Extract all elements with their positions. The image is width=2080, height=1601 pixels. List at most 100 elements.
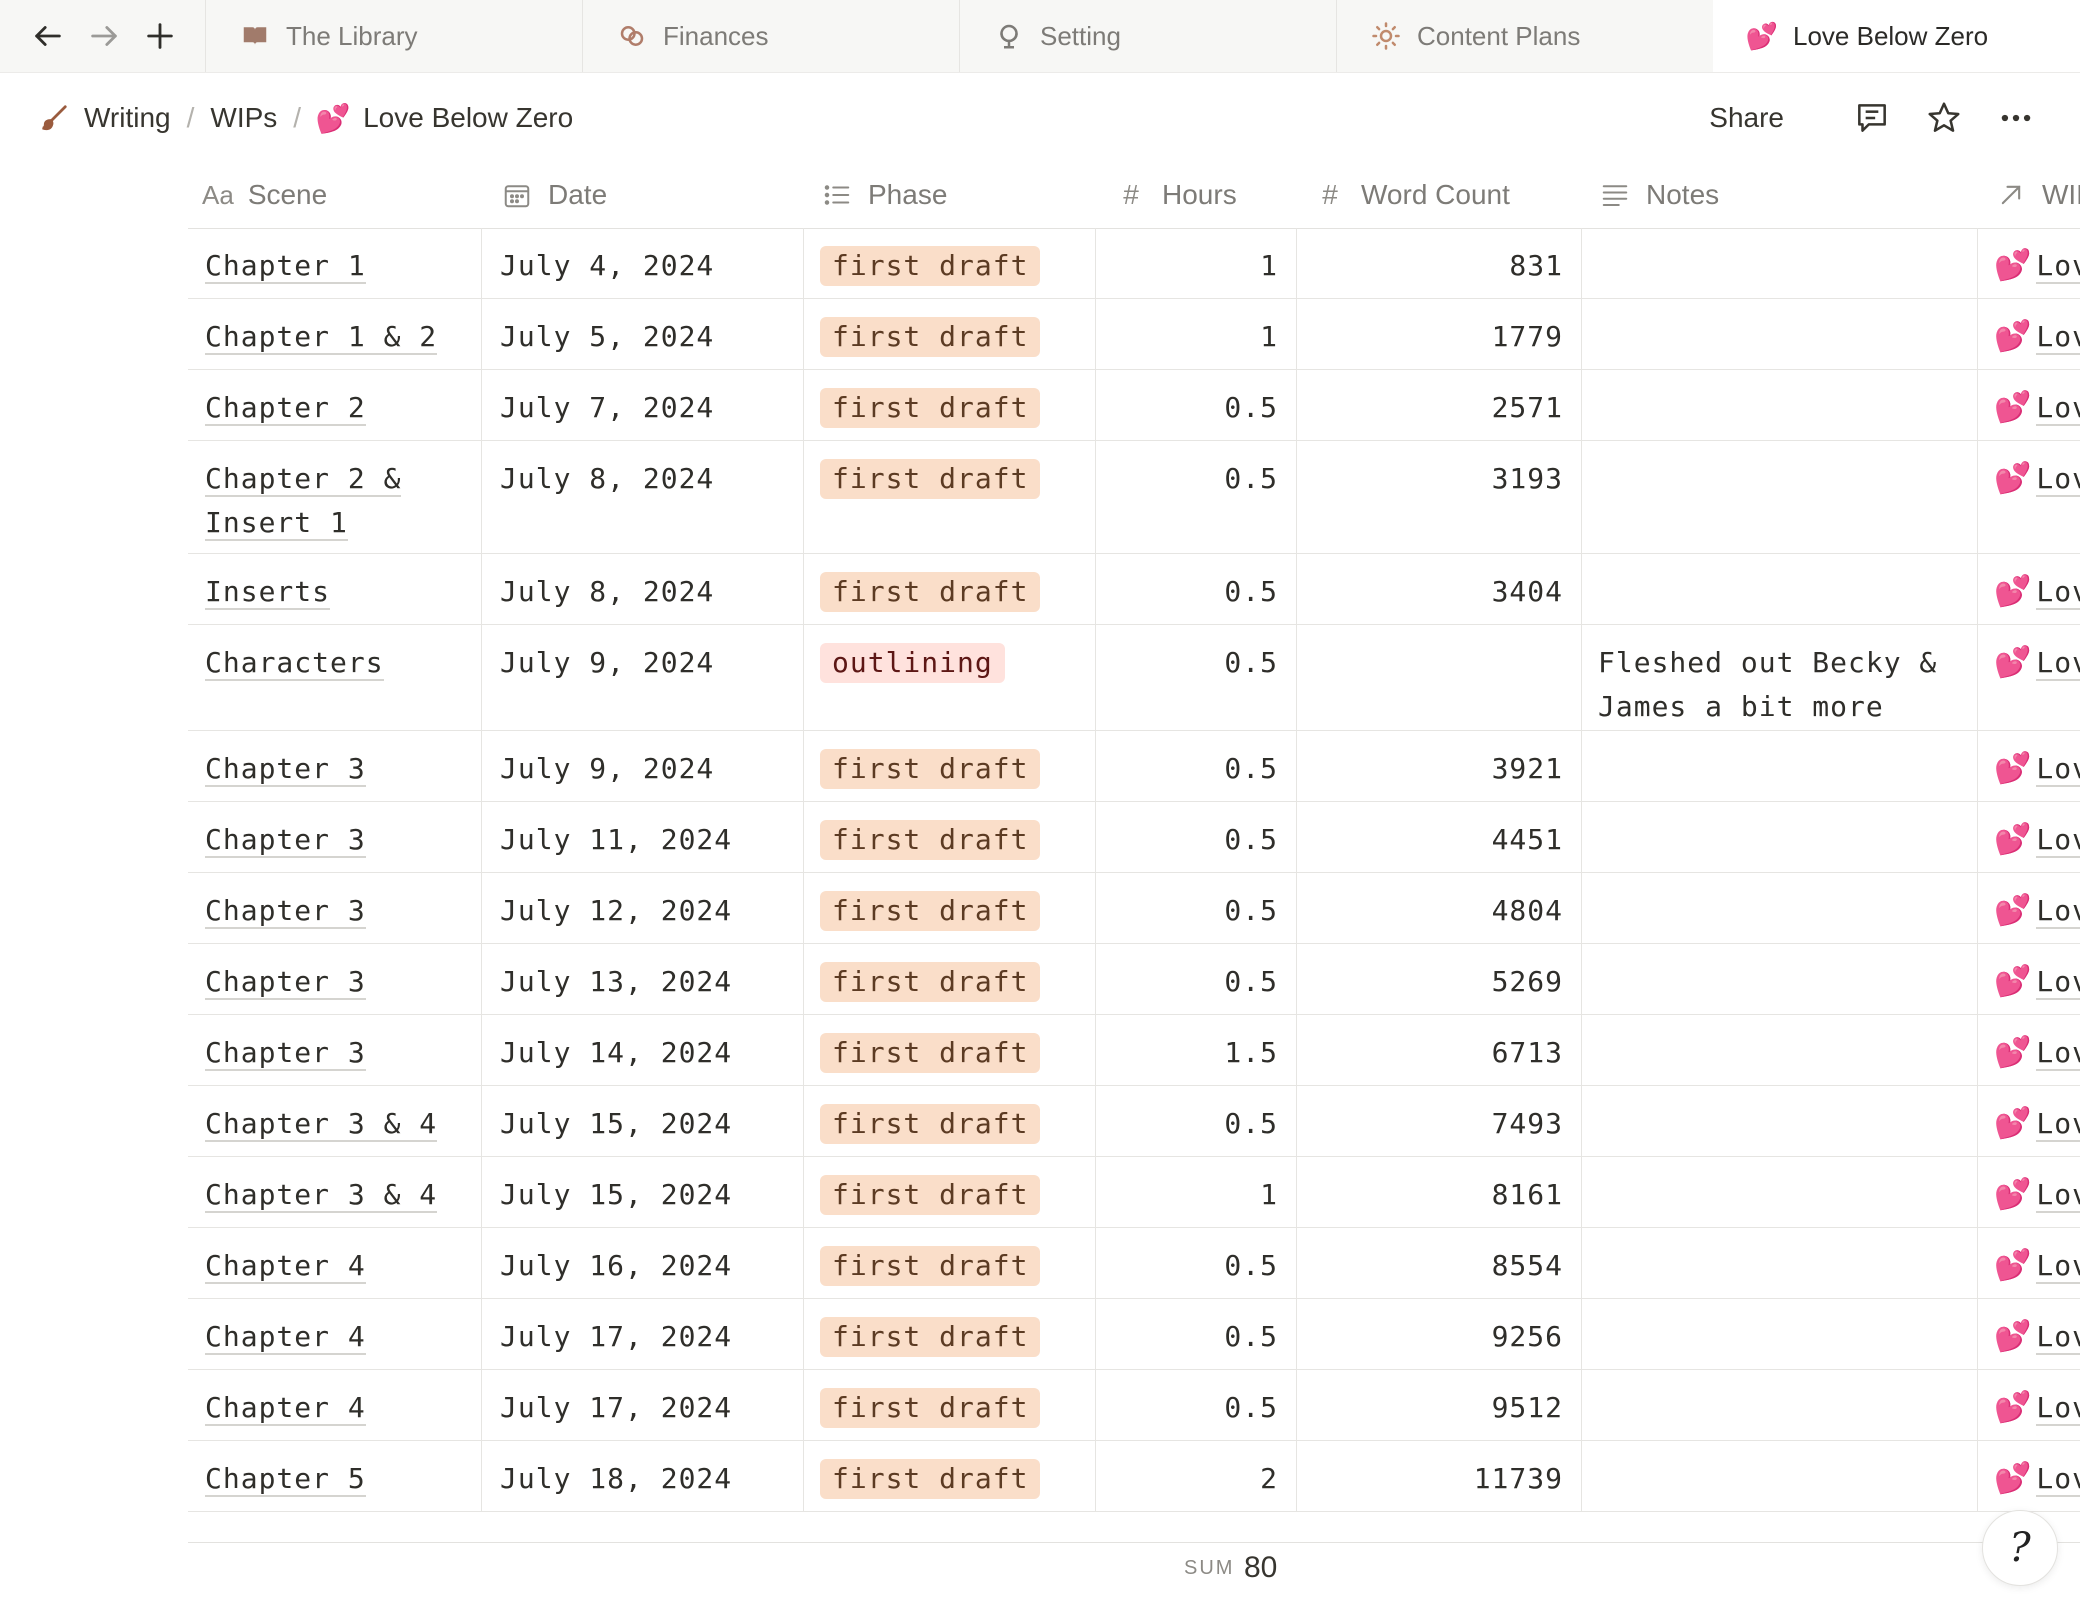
- table-row[interactable]: Chapter 3 July 9, 2024 first draft 0.5 3921 💕…: [188, 731, 2080, 802]
- wip-link[interactable]: Love Below Zero: [2036, 646, 2080, 681]
- notes-cell[interactable]: [1582, 873, 1978, 943]
- word-count-cell[interactable]: 9256: [1297, 1299, 1582, 1369]
- table-row[interactable]: Chapter 3 July 13, 2024 first draft 0.5 5269…: [188, 944, 2080, 1015]
- scene-cell[interactable]: Inserts: [188, 554, 482, 624]
- hours-cell[interactable]: 0.5: [1096, 370, 1297, 440]
- scene-title[interactable]: Chapter 3 & 4: [205, 1107, 438, 1142]
- wip-link[interactable]: Love Below Zero: [2036, 391, 2080, 426]
- wip-link[interactable]: Love Below Zero: [2036, 1178, 2080, 1213]
- breadcrumb-writing[interactable]: Writing: [84, 102, 171, 133]
- share-button[interactable]: Share: [1709, 102, 1784, 133]
- notes-cell[interactable]: [1582, 441, 1978, 553]
- scene-cell[interactable]: Chapter 3: [188, 873, 482, 943]
- date-cell[interactable]: July 11, 2024: [482, 802, 804, 872]
- wip-link[interactable]: Love Below Zero: [2036, 1462, 2080, 1497]
- wip-link[interactable]: Love Below Zero: [2036, 752, 2080, 787]
- phase-cell[interactable]: first draft: [804, 299, 1096, 369]
- table-row[interactable]: Chapter 3 July 12, 2024 first draft 0.5 4804…: [188, 873, 2080, 944]
- notes-cell[interactable]: [1582, 1441, 1978, 1511]
- column-header-word-count[interactable]: # Word Count: [1297, 162, 1582, 228]
- scene-cell[interactable]: Chapter 4: [188, 1299, 482, 1369]
- hours-cell[interactable]: 0.5: [1096, 731, 1297, 801]
- word-count-cell[interactable]: 8161: [1297, 1157, 1582, 1227]
- notes-cell[interactable]: [1582, 802, 1978, 872]
- hours-cell[interactable]: 1.5: [1096, 1015, 1297, 1085]
- hours-cell[interactable]: 0.5: [1096, 1086, 1297, 1156]
- date-cell[interactable]: July 8, 2024: [482, 554, 804, 624]
- phase-cell[interactable]: first draft: [804, 1370, 1096, 1440]
- table-row[interactable]: Chapter 2 & Insert 1 July 8, 2024 first dra…: [188, 441, 2080, 554]
- scene-title[interactable]: Chapter 5: [205, 1462, 366, 1497]
- table-row[interactable]: Chapter 1 & 2 July 5, 2024 first draft 1 177…: [188, 299, 2080, 370]
- wip-cell[interactable]: 💕Love Below Zero: [1978, 370, 2080, 440]
- wip-cell[interactable]: 💕Love Below Zero: [1978, 1370, 2080, 1440]
- scene-title[interactable]: Chapter 1 & 2: [205, 320, 438, 355]
- phase-cell[interactable]: first draft: [804, 1228, 1096, 1298]
- word-count-cell[interactable]: 831: [1297, 228, 1582, 298]
- notes-cell[interactable]: [1582, 1015, 1978, 1085]
- wip-link[interactable]: Love Below Zero: [2036, 249, 2080, 284]
- wip-cell[interactable]: 💕Love Below Zero: [1978, 731, 2080, 801]
- notes-cell[interactable]: [1582, 299, 1978, 369]
- date-cell[interactable]: July 16, 2024: [482, 1228, 804, 1298]
- word-count-cell[interactable]: 5269: [1297, 944, 1582, 1014]
- scene-cell[interactable]: Chapter 5: [188, 1441, 482, 1511]
- table-row[interactable]: Chapter 3 July 14, 2024 first draft 1.5 6713…: [188, 1015, 2080, 1086]
- wip-cell[interactable]: 💕Love Below Zero: [1978, 1086, 2080, 1156]
- scene-title[interactable]: Chapter 2: [205, 391, 366, 426]
- wip-link[interactable]: Love Below Zero: [2036, 462, 2080, 497]
- hours-cell[interactable]: 0.5: [1096, 441, 1297, 553]
- wip-link[interactable]: Love Below Zero: [2036, 1107, 2080, 1142]
- hours-cell[interactable]: 0.5: [1096, 1228, 1297, 1298]
- date-cell[interactable]: July 5, 2024: [482, 299, 804, 369]
- scene-cell[interactable]: Chapter 3: [188, 1015, 482, 1085]
- phase-cell[interactable]: first draft: [804, 228, 1096, 298]
- date-cell[interactable]: July 9, 2024: [482, 731, 804, 801]
- wip-cell[interactable]: 💕Love Below Zero: [1978, 625, 2080, 730]
- phase-cell[interactable]: first draft: [804, 441, 1096, 553]
- breadcrumb-wips[interactable]: WIPs: [210, 102, 278, 133]
- table-row[interactable]: Chapter 2 July 7, 2024 first draft 0.5 2571 💕…: [188, 370, 2080, 441]
- scene-cell[interactable]: Chapter 3: [188, 802, 482, 872]
- wip-cell[interactable]: 💕Love Below Zero: [1978, 1157, 2080, 1227]
- hours-cell[interactable]: 0.5: [1096, 625, 1297, 730]
- tab-the-library[interactable]: The Library: [205, 0, 582, 72]
- word-count-cell[interactable]: 4804: [1297, 873, 1582, 943]
- word-count-cell[interactable]: 2571: [1297, 370, 1582, 440]
- date-cell[interactable]: July 8, 2024: [482, 441, 804, 553]
- word-count-cell[interactable]: 7493: [1297, 1086, 1582, 1156]
- notes-cell[interactable]: [1582, 370, 1978, 440]
- hours-cell[interactable]: 0.5: [1096, 944, 1297, 1014]
- wip-link[interactable]: Love Below Zero: [2036, 1036, 2080, 1071]
- phase-cell[interactable]: first draft: [804, 873, 1096, 943]
- scene-cell[interactable]: Chapter 1 & 2: [188, 299, 482, 369]
- table-row[interactable]: Inserts July 8, 2024 first draft 0.5 3404 💕 Lo…: [188, 554, 2080, 625]
- forward-button[interactable]: [82, 14, 126, 58]
- hours-cell[interactable]: 1: [1096, 228, 1297, 298]
- date-cell[interactable]: July 15, 2024: [482, 1157, 804, 1227]
- scene-cell[interactable]: Chapter 3 & 4: [188, 1157, 482, 1227]
- wip-cell[interactable]: 💕Love Below Zero: [1978, 802, 2080, 872]
- scene-title[interactable]: Chapter 3 & 4: [205, 1178, 438, 1213]
- date-cell[interactable]: July 13, 2024: [482, 944, 804, 1014]
- scene-title[interactable]: Chapter 3: [205, 894, 366, 929]
- scene-cell[interactable]: Characters: [188, 625, 482, 730]
- scene-title[interactable]: Chapter 4: [205, 1391, 366, 1426]
- scene-title[interactable]: Chapter 3: [205, 1036, 366, 1071]
- scene-title[interactable]: Chapter 3: [205, 823, 366, 858]
- table-row[interactable]: Characters July 9, 2024 outlining 0.5 Fleshe…: [188, 625, 2080, 731]
- notes-cell[interactable]: [1582, 1228, 1978, 1298]
- hours-cell[interactable]: 0.5: [1096, 873, 1297, 943]
- word-count-cell[interactable]: 9512: [1297, 1370, 1582, 1440]
- table-row[interactable]: Chapter 1 July 4, 2024 first draft 1 831 💕Lov…: [188, 228, 2080, 299]
- hours-cell[interactable]: 2: [1096, 1441, 1297, 1511]
- notes-cell[interactable]: [1582, 1370, 1978, 1440]
- scene-title[interactable]: Chapter 3: [205, 965, 366, 1000]
- word-count-cell[interactable]: 11739: [1297, 1441, 1582, 1511]
- column-header-date[interactable]: Date: [482, 162, 804, 228]
- wip-link[interactable]: Love Below Zero: [2036, 965, 2080, 1000]
- date-cell[interactable]: July 17, 2024: [482, 1370, 804, 1440]
- breadcrumb-love-below-zero[interactable]: Love Below Zero: [363, 102, 574, 133]
- hours-cell[interactable]: 1: [1096, 1157, 1297, 1227]
- column-header-scene[interactable]: Aa Scene: [188, 162, 482, 228]
